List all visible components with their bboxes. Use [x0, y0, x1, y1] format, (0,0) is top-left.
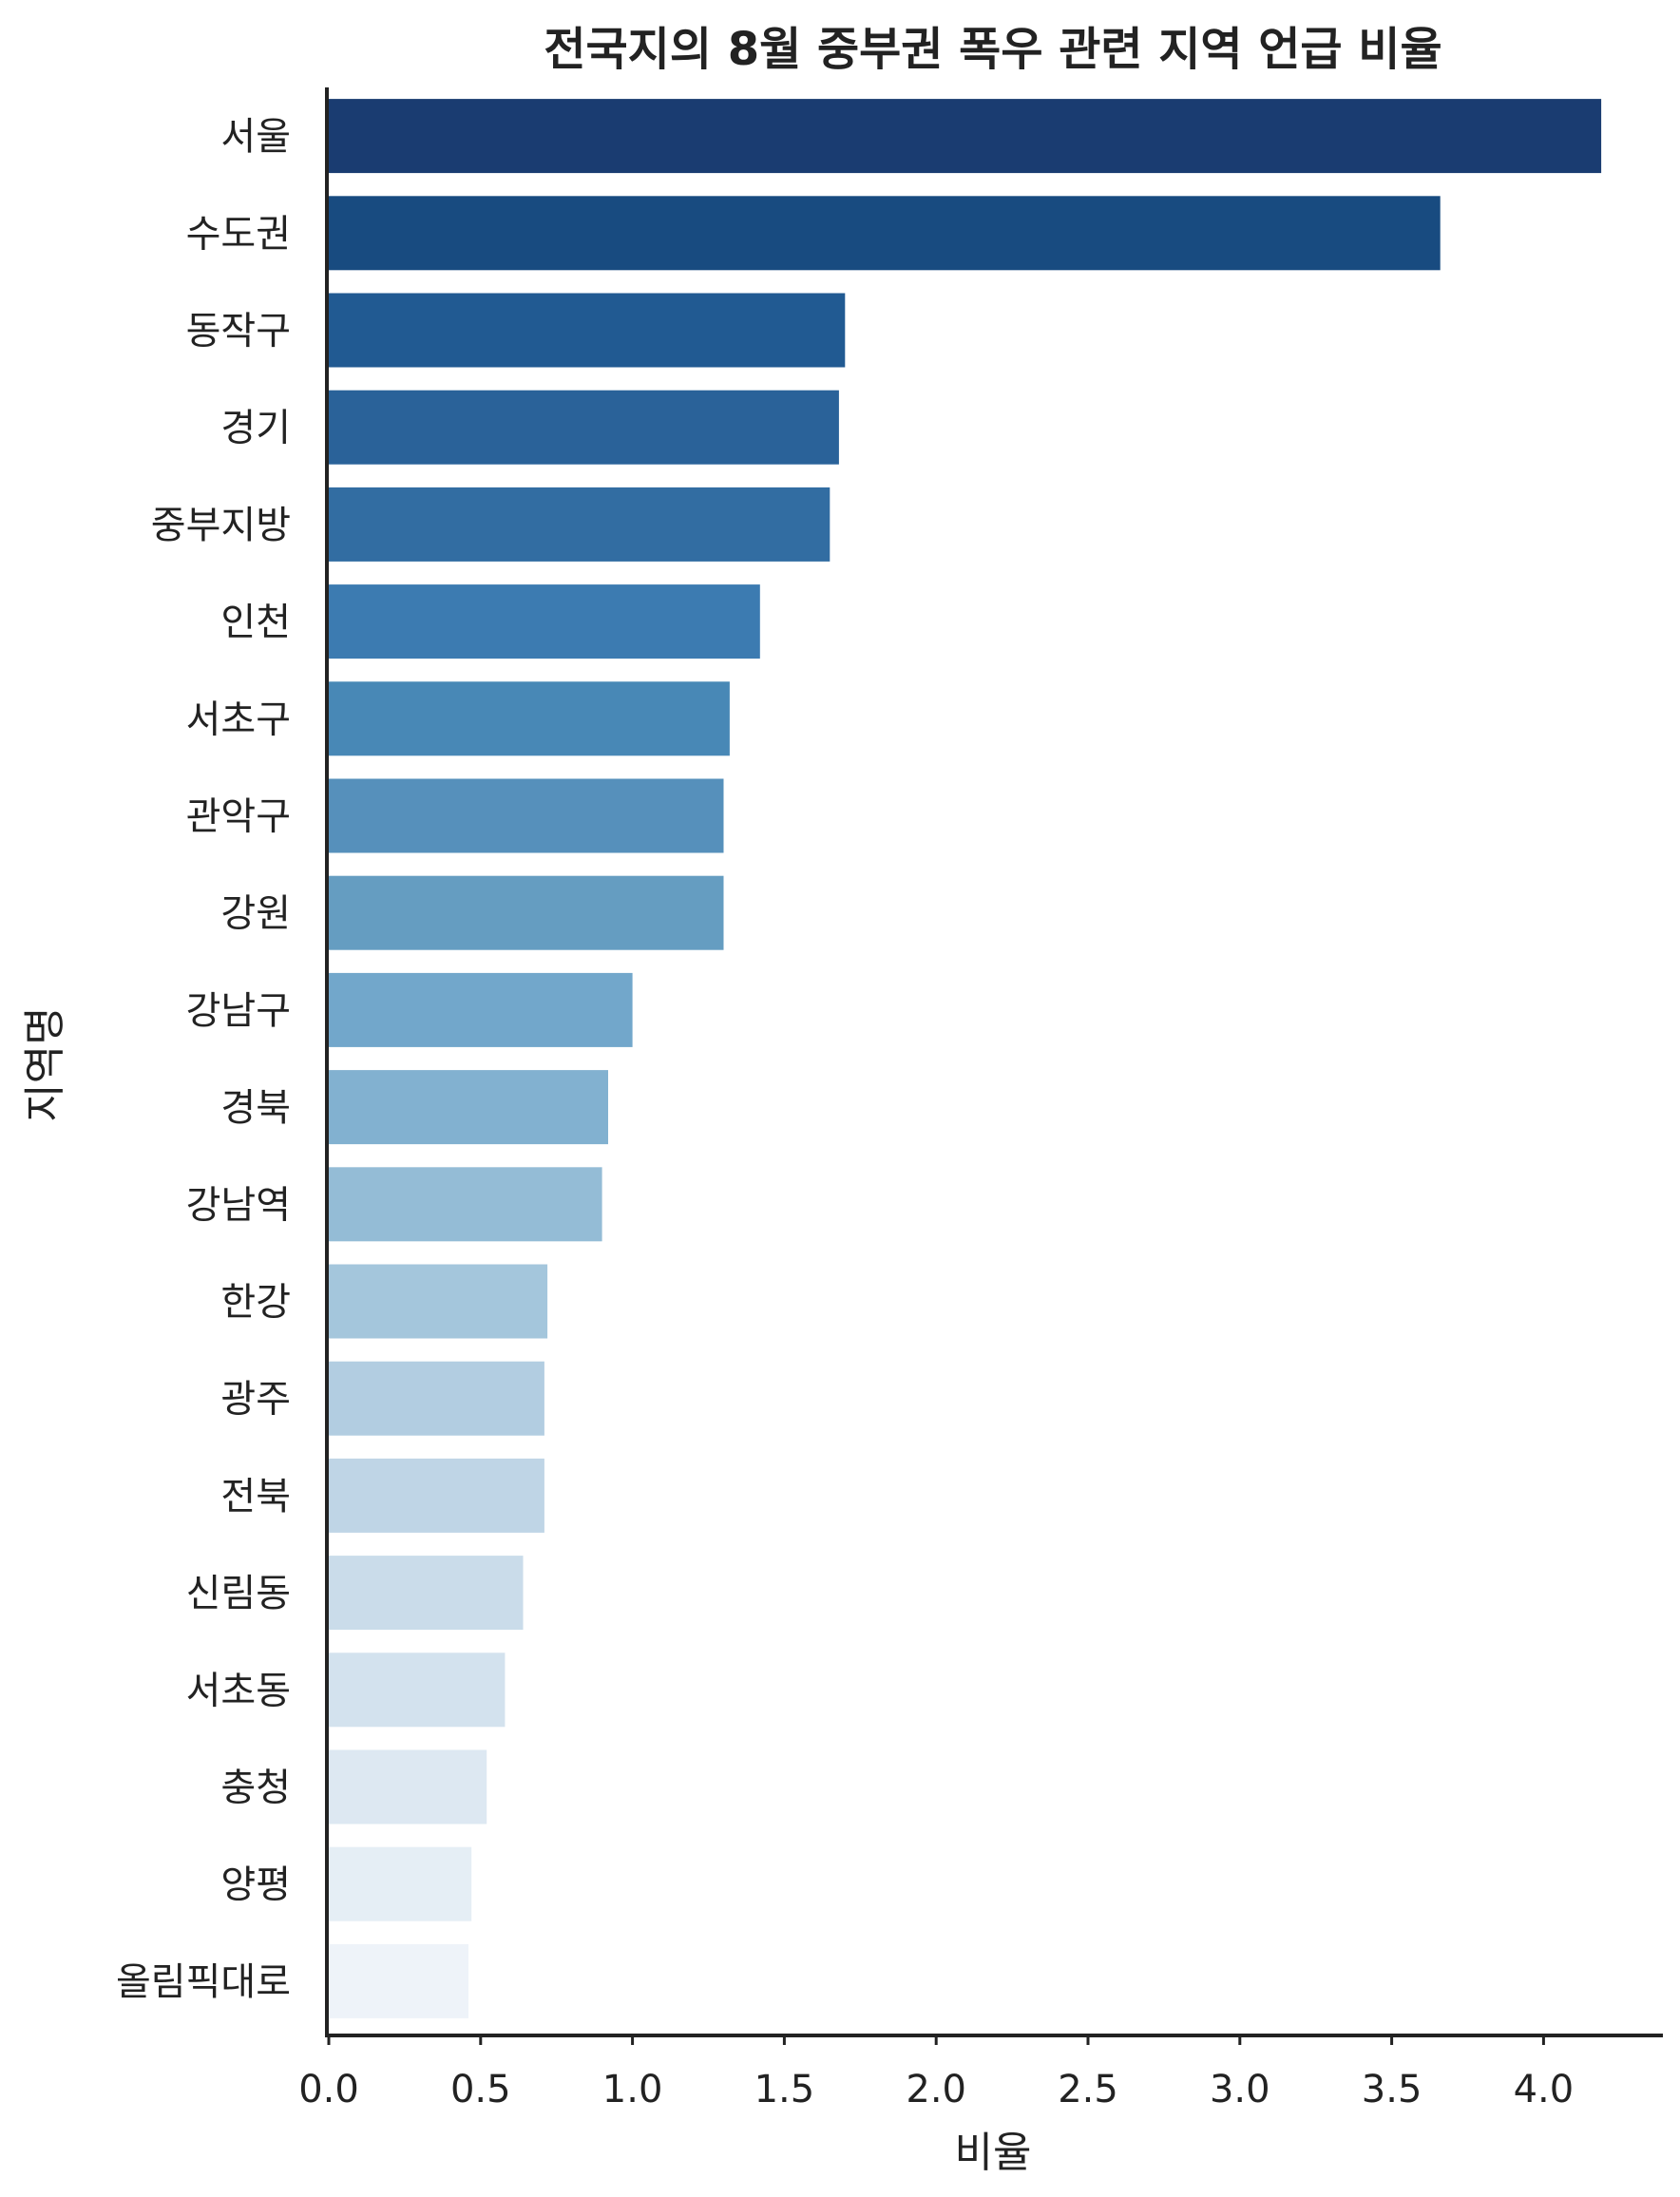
category-label: 강남구 — [186, 989, 291, 1033]
category-label: 동작구 — [186, 310, 291, 353]
bar — [329, 584, 760, 659]
bar — [329, 1556, 524, 1631]
x-tick-label: 4.0 — [1514, 2068, 1575, 2111]
category-label: 서초동 — [186, 1669, 291, 1712]
x-tick-label: 0.5 — [450, 2068, 511, 2111]
category-label: 수도권 — [186, 212, 291, 256]
bar — [329, 1458, 544, 1533]
category-label: 신림동 — [186, 1572, 291, 1615]
bar — [329, 293, 846, 368]
category-label: 서초구 — [186, 697, 291, 741]
x-axis-ticks: 0.0 0.5 1.0 1.5 2.0 2.5 3.0 3.5 4.0 — [298, 2035, 1574, 2111]
bar — [329, 1846, 472, 1921]
x-tick-label: 2.0 — [906, 2068, 966, 2111]
category-label: 강원 — [220, 892, 291, 936]
category-label: 올림픽대로 — [116, 1960, 291, 2004]
bar — [329, 196, 1441, 271]
bar — [329, 1653, 506, 1728]
bar — [329, 778, 724, 853]
category-label: 양평 — [220, 1863, 291, 1907]
category-label: 서울 — [220, 115, 291, 159]
x-tick-label: 2.5 — [1058, 2068, 1118, 2111]
x-axis-label: 비율 — [955, 2129, 1032, 2177]
bar — [329, 1361, 544, 1436]
category-labels: 서울수도권동작구경기중부지방인천서초구관악구강원강남구경북강남역한강광주전북신림… — [116, 115, 291, 2004]
x-tick-label: 1.5 — [754, 2068, 815, 2111]
category-label: 경기 — [220, 407, 291, 450]
bars — [329, 99, 1602, 2018]
x-tick-label: 1.0 — [602, 2068, 663, 2111]
category-label: 관악구 — [186, 795, 291, 839]
bar — [329, 1167, 602, 1242]
bar — [329, 1264, 548, 1339]
category-label: 경북 — [220, 1086, 291, 1130]
x-tick-label: 3.5 — [1362, 2068, 1422, 2111]
bar — [329, 487, 830, 562]
category-label: 광주 — [220, 1378, 291, 1422]
category-label: 강남역 — [186, 1183, 291, 1227]
category-label: 중부지방 — [151, 504, 291, 547]
bar — [329, 1943, 468, 2018]
chart-title: 전국지의 8월 중부권 폭우 관련 지역 언급 비율 — [544, 23, 1441, 76]
bar — [329, 875, 724, 950]
x-tick-label: 0.0 — [298, 2068, 359, 2111]
bar — [329, 99, 1602, 174]
category-label: 전북 — [220, 1475, 291, 1519]
category-label: 한강 — [220, 1281, 291, 1325]
bar — [329, 1749, 487, 1824]
x-tick-label: 3.0 — [1210, 2068, 1270, 2111]
bar — [329, 1070, 608, 1145]
category-label: 인천 — [220, 601, 291, 644]
bar — [329, 390, 839, 465]
category-label: 충청 — [220, 1767, 291, 1810]
bar — [329, 972, 633, 1047]
y-axis-label: 지역명 — [21, 1006, 69, 1121]
bar — [329, 681, 730, 756]
